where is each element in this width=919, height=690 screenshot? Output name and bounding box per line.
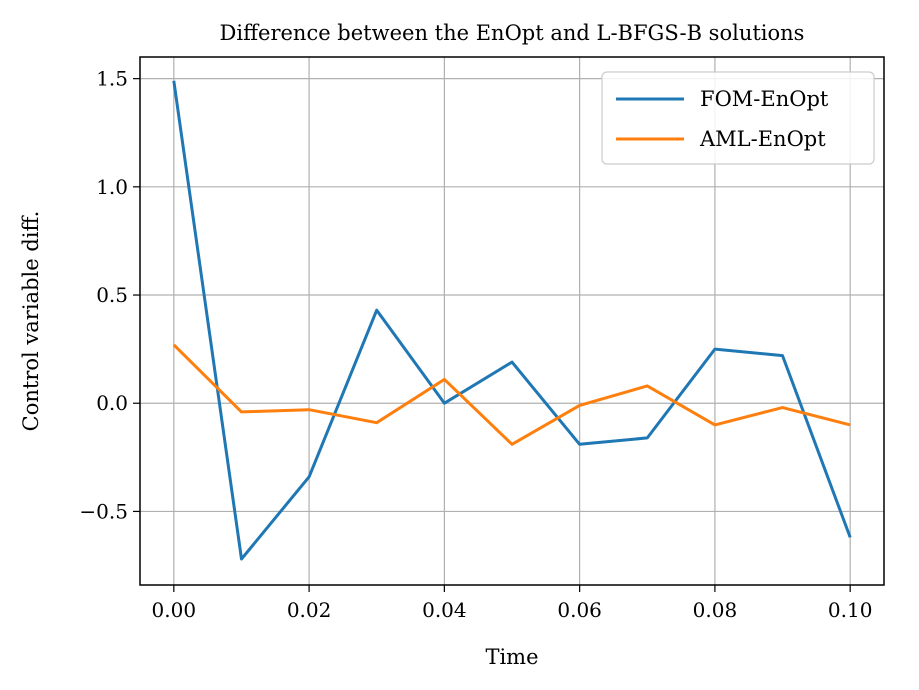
x-tick-label: 0.08 (693, 598, 738, 622)
legend-box (601, 71, 875, 165)
y-tick-label: 0.5 (96, 283, 128, 307)
x-tick-label: 0.02 (287, 598, 332, 622)
x-tick-label: 0.06 (557, 598, 602, 622)
y-axis-label: Control variable diff. (19, 211, 43, 432)
legend-label-aml-enopt: AML-EnOpt (699, 127, 826, 151)
series-lines (172, 80, 852, 561)
chart-title: Difference between the EnOpt and L-BFGS-… (220, 21, 805, 45)
y-tick-label: 1.5 (96, 67, 128, 91)
y-tick-label: −0.5 (79, 499, 128, 523)
y-tick-label: 1.0 (96, 175, 128, 199)
x-tick-label: 0.00 (152, 598, 197, 622)
axis-ticks: 0.00 0.02 0.04 0.06 0.08 0.10 −0.5 0.0 0.5 1.0 1.5 (79, 67, 872, 622)
x-tick-label: 0.04 (422, 598, 467, 622)
legend: FOM-EnOpt AML-EnOpt (601, 71, 875, 165)
series-line-fom-enopt (172, 80, 852, 561)
plot-frame (139, 56, 885, 586)
x-tick-label: 0.10 (828, 598, 873, 622)
legend-label-fom-enopt: FOM-EnOpt (700, 87, 829, 111)
x-axis-label: Time (485, 645, 538, 669)
series-line-aml-enopt (172, 343, 851, 446)
y-tick-label: 0.0 (96, 391, 128, 415)
